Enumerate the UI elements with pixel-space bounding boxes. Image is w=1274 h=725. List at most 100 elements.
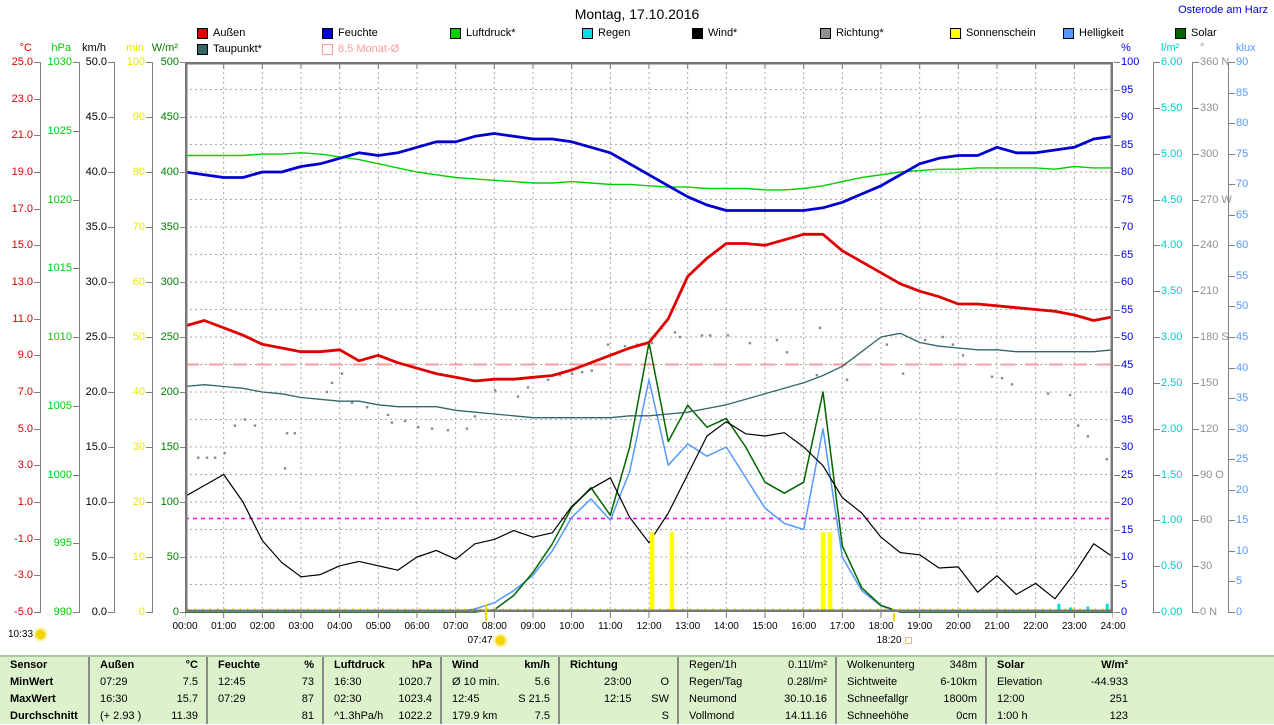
axis-tick [146,227,152,228]
table-cell-value: S 21.5 [518,693,550,705]
legend-label: Taupunkt* [213,43,262,55]
axis-tick-label: 85 [1236,86,1249,99]
axis-tick-label: 20 [1236,483,1249,496]
axis-tick-label: 0 N [1200,606,1218,618]
table-cell: S [560,708,677,725]
axis-tick-label: 400 [160,166,179,178]
axis-tick-label: 80 [1121,166,1134,178]
table-cell-label: 16:30 [334,676,362,688]
table-cell-value: 73 [301,676,314,688]
axis-tick [1193,245,1199,247]
axis-tick-label: 40 [1121,386,1134,398]
axis-tick-label: 20.0 [85,386,107,398]
station-link[interactable]: Osterode am Harz [1178,4,1268,16]
axis-tick [1114,392,1120,393]
axis-tick-label: 45 [1236,331,1249,343]
axis-tick-label: 30.0 [85,276,107,288]
legend-item-8-5-monat-: 8.5 Monat-Ø [322,43,399,55]
axis-tick-label: 90 [1121,111,1134,123]
axis-tick-label: 80 [132,166,145,178]
axis-tick-label: 13.0 [11,276,33,288]
axis-unit-°: ° [1200,42,1205,54]
table-row-label: Durchschnitt [10,710,78,722]
sunshine-bar [649,532,655,611]
axis-tick [108,337,114,338]
axis-tick-label: -1.0 [14,532,33,545]
table-cell-label: Außen [100,659,135,671]
table-cell: Elevation -44.933 [987,674,1274,691]
table-cell: Richtung [560,657,677,674]
page-title: Montag, 17.10.2016 [574,6,700,22]
axis-tick-label: 4.50 [1161,193,1183,206]
axis-tick [1114,89,1120,91]
axis-tick [1154,199,1160,201]
axis-tick-label: 250 [160,331,179,343]
axis-tick [1114,282,1120,283]
table-column-luftdruck: Luftdruck hPa 16:30 1020.7 02:30 1023.4 ^1.3hP… [322,657,440,724]
axis-tick-label: 80 [1236,117,1249,130]
axis-tick [1114,502,1120,503]
legend-swatch-icon [322,27,333,39]
axis-tick-label: 50 [1121,331,1134,343]
axis-tick [180,502,186,503]
legend-swatch-icon [197,43,208,55]
axis-tick [108,227,114,228]
table-cell-label: 07:29 [218,693,246,705]
series-feuchte [183,132,1115,212]
legend-swatch-icon [1175,27,1186,39]
axis-tick [34,62,40,63]
rain-bar [1086,606,1090,611]
axis-tick-label: 50.0 [85,56,107,68]
axis-tick [73,337,79,338]
axis-tick [34,98,40,100]
table-column-wind: Wind km/h Ø 10 min. 5.6 12:45 S 21.5 179.9 km 7… [440,657,558,724]
axis-tick-label: 150 [160,441,179,453]
table-cell-label: Regen/Tag [689,676,743,688]
sensor-table: Sensor MinWert MaxWert Durchschnitt Außen °C 0… [0,655,1274,724]
table-cell-value: 0.28l/m² [787,676,827,688]
table-cell-label: 1:00 h [997,710,1028,722]
sunshine-duration-value: 10:33 [8,629,34,640]
table-cell-label: Schneehöhe [847,710,909,722]
table-cell-label: ^1.3hPa/h [334,710,384,722]
axis-tick-label: 25 [1121,468,1134,481]
axis-tick-label: 0.50 [1161,560,1183,573]
axis-tick-label: 5 [1121,578,1128,591]
axis-tick [146,282,152,283]
axis-tick-label: 30 [1236,422,1249,435]
axis-tick [34,575,40,577]
axis-tick-label: 65 [1236,208,1249,221]
axis-tick [1154,245,1160,247]
axis-tick [34,135,40,137]
axis-tick [1154,428,1160,430]
axis-tick-label: 150 [1200,376,1219,389]
table-cell-label: Vollmond [689,710,735,722]
table-cell-label: 02:30 [334,693,362,705]
axis-tick-label: 15.0 [11,239,33,252]
axis-tick [1229,459,1235,461]
axis-tick [34,355,40,357]
axis-tick-label: 35 [1236,392,1249,405]
axis-tick-label: 95 [1121,83,1134,96]
x-axis-label: 18:00 [868,621,894,632]
axis-tick-label: 60 [1200,514,1213,527]
axis-tick [34,245,40,247]
axis-tick [180,62,186,63]
table-cell-label: 07:29 [100,676,128,688]
axis-tick [1229,306,1235,308]
axis-tick-label: 300 [1200,147,1219,160]
table-cell-value: 11.39 [171,710,198,722]
x-axis-label: 07:00 [443,621,469,632]
table-cell-value: 251 [1109,693,1128,705]
axis-tick [108,172,114,173]
table-cell-value: 7.5 [182,676,198,688]
axis-tick-label: 35.0 [85,221,107,233]
axis-tick-label: 20 [1121,496,1134,508]
legend-swatch-icon [950,27,961,39]
table-cell-value: 81 [301,710,314,722]
axis-tick-label: 50 [132,331,145,343]
table-column-regen: Regen/1h 0.11l/m² Regen/Tag 0.28l/m² Neumond… [677,657,835,724]
axis-tick-label: -5.0 [14,606,33,618]
legend-item-au-en: Außen [197,27,245,39]
axis-tick-label: 1025 [47,124,72,137]
